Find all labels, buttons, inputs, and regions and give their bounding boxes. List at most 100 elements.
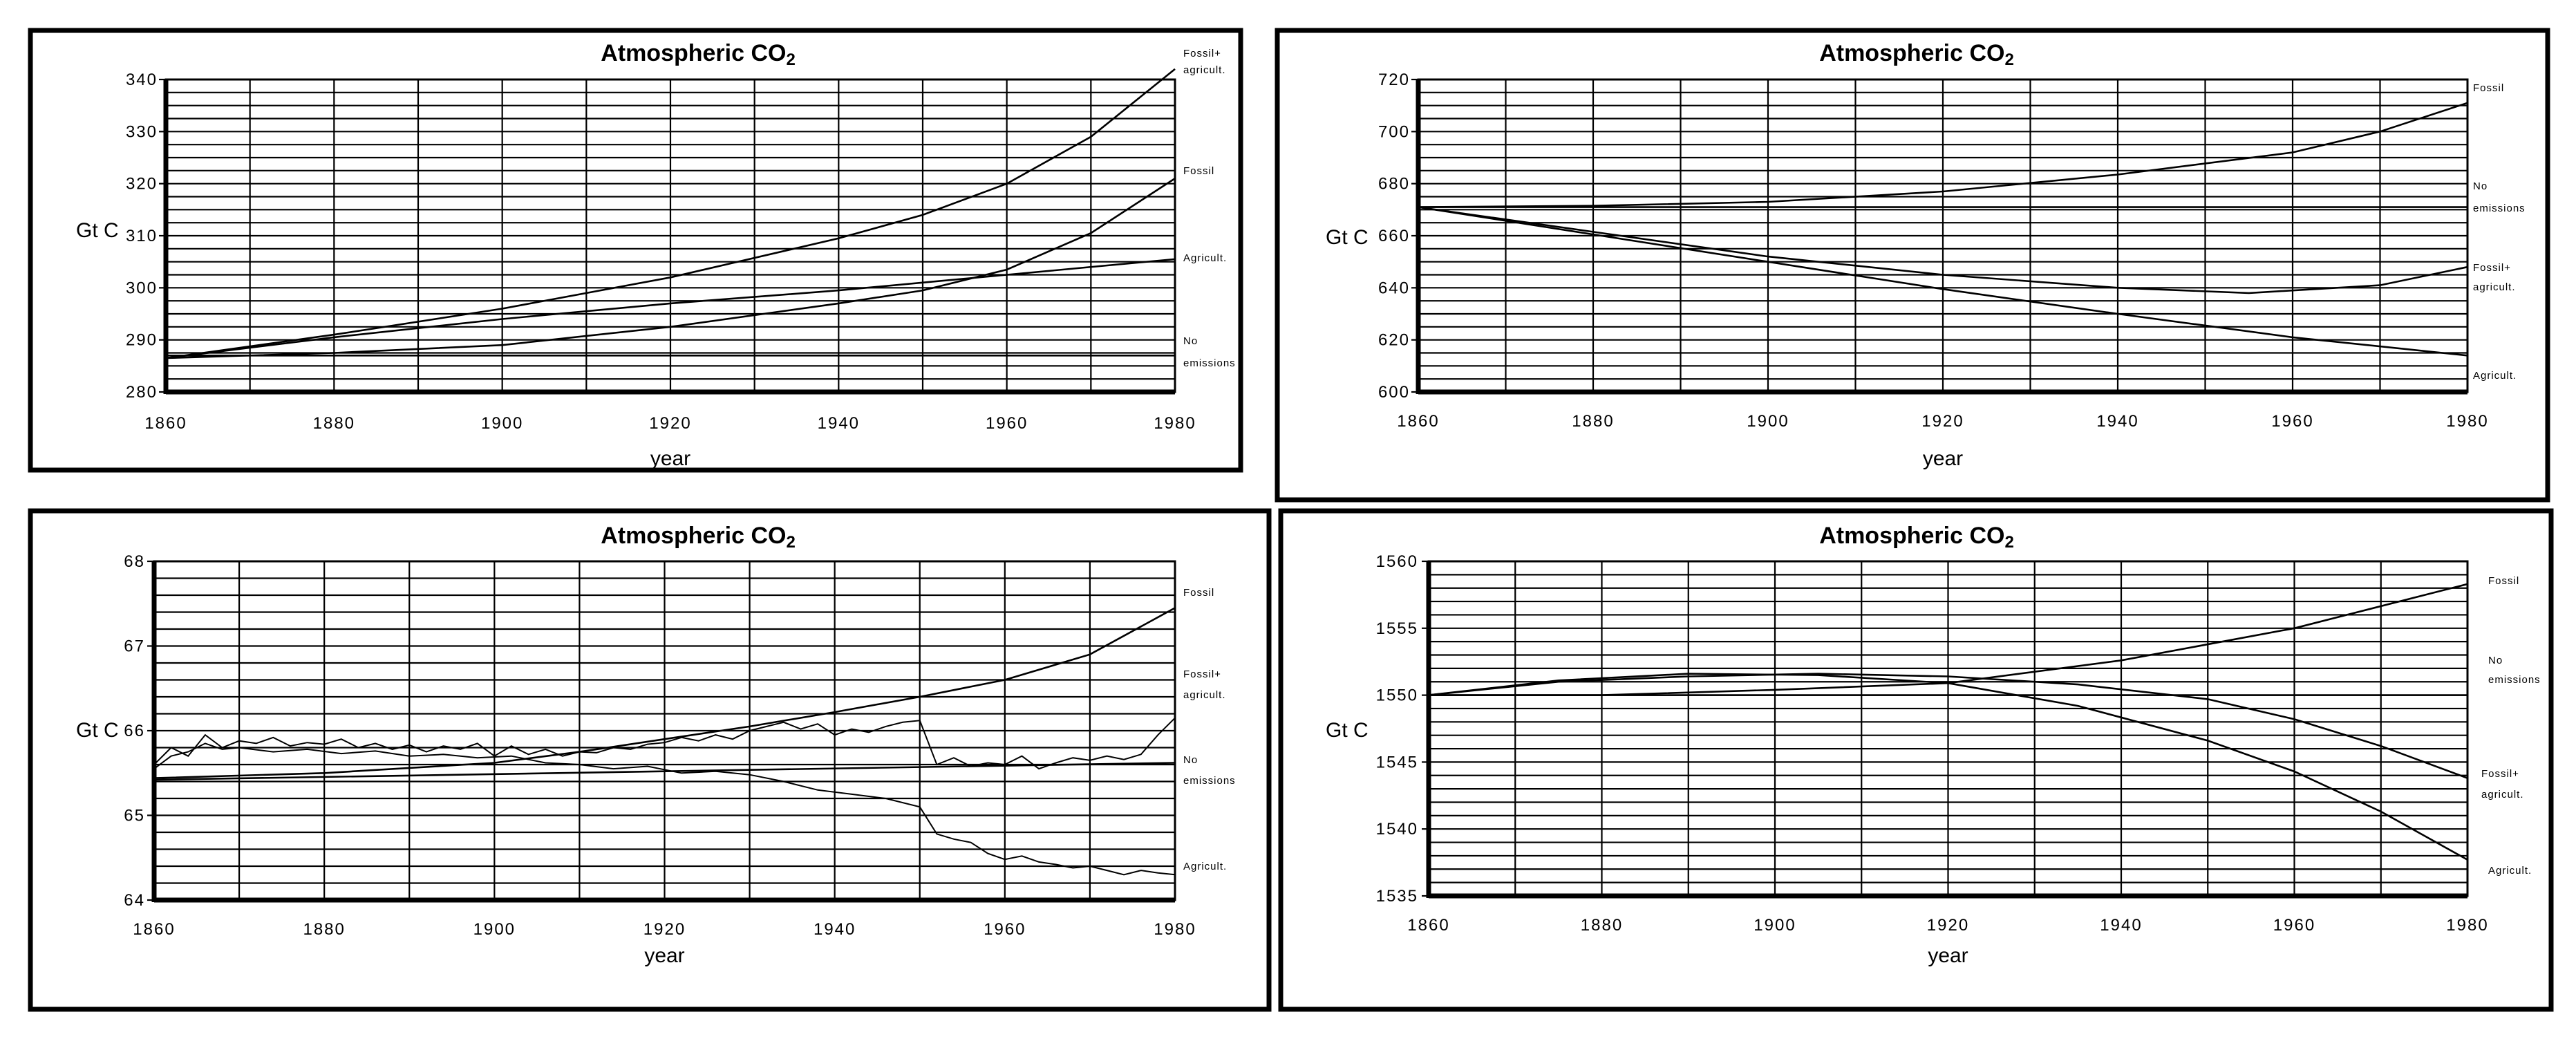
x-axis-title: year <box>644 944 684 967</box>
x-tick-label: 1880 <box>303 920 345 939</box>
chart-panel-3: 64 65 66 67 68 1860 1880 1900 1920 1940 1960 1980 At… <box>28 508 1272 1012</box>
x-tick-label: 1860 <box>1397 412 1439 431</box>
y-tick-label: 300 <box>126 279 158 297</box>
x-tick-label: 1900 <box>1747 412 1789 431</box>
y-tick-label: 700 <box>1378 122 1410 141</box>
series-line-fossil-agricult <box>1418 206 2468 294</box>
x-tick-label: 1920 <box>649 414 691 433</box>
series-line-fossil-agricult <box>1428 673 2468 779</box>
series-label-line-2: emissions <box>1183 357 1236 369</box>
series-label-line-1: Fossil+ <box>2473 262 2511 274</box>
y-tick-label: 660 <box>1378 227 1410 245</box>
series-end-label: Fossil+ agricult. <box>1183 48 1226 76</box>
series-end-label: No emissions <box>2488 655 2541 686</box>
chart-title: Atmospheric CO2 <box>601 523 796 552</box>
y-axis-title: Gt C <box>76 719 119 742</box>
y-tick-label: 1540 <box>1376 820 1418 839</box>
x-tick-label: 1920 <box>1921 412 1964 431</box>
chart-panel-1: 280 290 300 310 320 330 340 1860 1880 1900 1920 194… <box>28 28 1243 473</box>
series-line-agricult <box>1418 206 2468 357</box>
chart-title-text: Atmospheric CO <box>1819 40 2004 66</box>
series-end-label: Fossil <box>1183 587 1214 599</box>
panel-border <box>28 508 1272 1012</box>
x-tick-label: 1900 <box>481 414 523 433</box>
x-tick-label: 1980 <box>1154 920 1196 939</box>
series-end-label: Fossil <box>2488 575 2519 587</box>
y-tick-label: 1550 <box>1376 686 1418 705</box>
chart-title-text: Atmospheric CO <box>601 523 786 549</box>
x-tick-label: 1900 <box>473 920 516 939</box>
y-tick-label: 66 <box>124 722 145 740</box>
y-tick-label: 680 <box>1378 175 1410 194</box>
series-label-line-2: agricult. <box>1183 689 1226 701</box>
x-tick-label: 1880 <box>313 414 355 433</box>
y-tick-label: 68 <box>124 552 145 571</box>
chart-panel-2: 600 620 640 660 680 700 720 1860 1880 1900 1920 194… <box>1275 28 2550 503</box>
x-tick-label: 1880 <box>1581 916 1623 935</box>
x-tick-label: 1860 <box>1407 916 1449 935</box>
chart-title-subscript: 2 <box>2004 533 2013 552</box>
x-tick-label: 1980 <box>2446 412 2488 431</box>
series-line-fossil <box>1418 102 2468 208</box>
x-tick-label: 1920 <box>1927 916 1969 935</box>
panel-border <box>1278 508 2554 1012</box>
x-tick-label: 1980 <box>1154 414 1196 433</box>
x-axis-title: year <box>650 447 690 470</box>
x-tick-label: 1940 <box>818 414 860 433</box>
y-tick-label: 620 <box>1378 331 1410 350</box>
series-label-line-2: agricult. <box>1183 64 1226 76</box>
y-tick-label: 1560 <box>1376 552 1418 571</box>
series-line-agricult <box>165 258 1176 359</box>
series-label-line-1: No <box>2473 180 2488 192</box>
chart-title-text: Atmospheric CO <box>1819 523 2004 549</box>
chart-title-text: Atmospheric CO <box>601 40 786 66</box>
y-tick-label: 600 <box>1378 383 1410 402</box>
series-label-line-1: Fossil+ <box>1183 48 1221 59</box>
series-line-agricult <box>1428 673 2468 861</box>
y-tick-label: 280 <box>126 383 158 402</box>
series-end-label: No emissions <box>1183 335 1236 369</box>
x-tick-label: 1960 <box>984 920 1026 939</box>
chart-title: Atmospheric CO2 <box>1819 40 2014 69</box>
panel-border <box>1275 28 2550 503</box>
x-tick-label: 1860 <box>144 414 187 433</box>
y-tick-label: 310 <box>126 227 158 245</box>
y-tick-label: 330 <box>126 122 158 141</box>
series-end-label: Agricult. <box>2473 370 2517 382</box>
series-label-line-2: agricult. <box>2473 281 2516 293</box>
x-tick-label: 1940 <box>2096 412 2138 431</box>
chart-panel-4: 1535 1540 1545 1550 1555 1560 1860 1880 1900 1920… <box>1278 508 2554 1012</box>
series-end-label: Agricult. <box>1183 861 1227 872</box>
y-axis-title: Gt C <box>1326 719 1369 742</box>
series-end-label: Fossil <box>2473 82 2504 94</box>
y-tick-label: 1535 <box>1376 887 1418 906</box>
series-label-line-1: No <box>2488 655 2503 666</box>
x-tick-label: 1960 <box>2271 412 2313 431</box>
x-tick-label: 1980 <box>2446 916 2488 935</box>
series-label-line-2: emissions <box>2473 203 2526 214</box>
x-tick-label: 1960 <box>986 414 1028 433</box>
series-line-fossil-agricult <box>153 717 1176 770</box>
x-tick-label: 1940 <box>814 920 856 939</box>
series-end-label: No emissions <box>2473 180 2526 214</box>
y-tick-label: 1545 <box>1376 753 1418 771</box>
series-label-line-2: emissions <box>1183 775 1236 787</box>
y-tick-label: 1555 <box>1376 619 1418 638</box>
chart-title: Atmospheric CO2 <box>1819 523 2014 552</box>
chart-title: Atmospheric CO2 <box>601 40 796 69</box>
y-tick-label: 320 <box>126 175 158 194</box>
x-tick-label: 1900 <box>1754 916 1796 935</box>
series-end-label: Agricult. <box>2488 865 2532 877</box>
series-line-no-emissions <box>153 762 1176 781</box>
y-tick-label: 340 <box>126 71 158 89</box>
x-tick-label: 1880 <box>1572 412 1614 431</box>
series-label-line-1: Fossil+ <box>1183 668 1221 680</box>
x-tick-label: 1960 <box>2273 916 2315 935</box>
y-tick-label: 65 <box>124 807 145 825</box>
series-end-label: Fossil <box>1183 165 1214 177</box>
y-axis-title: Gt C <box>76 219 119 242</box>
panel-border <box>28 28 1243 473</box>
series-line-fossil-agricult <box>165 68 1176 359</box>
series-end-label: Fossil+ agricult. <box>2481 768 2524 801</box>
